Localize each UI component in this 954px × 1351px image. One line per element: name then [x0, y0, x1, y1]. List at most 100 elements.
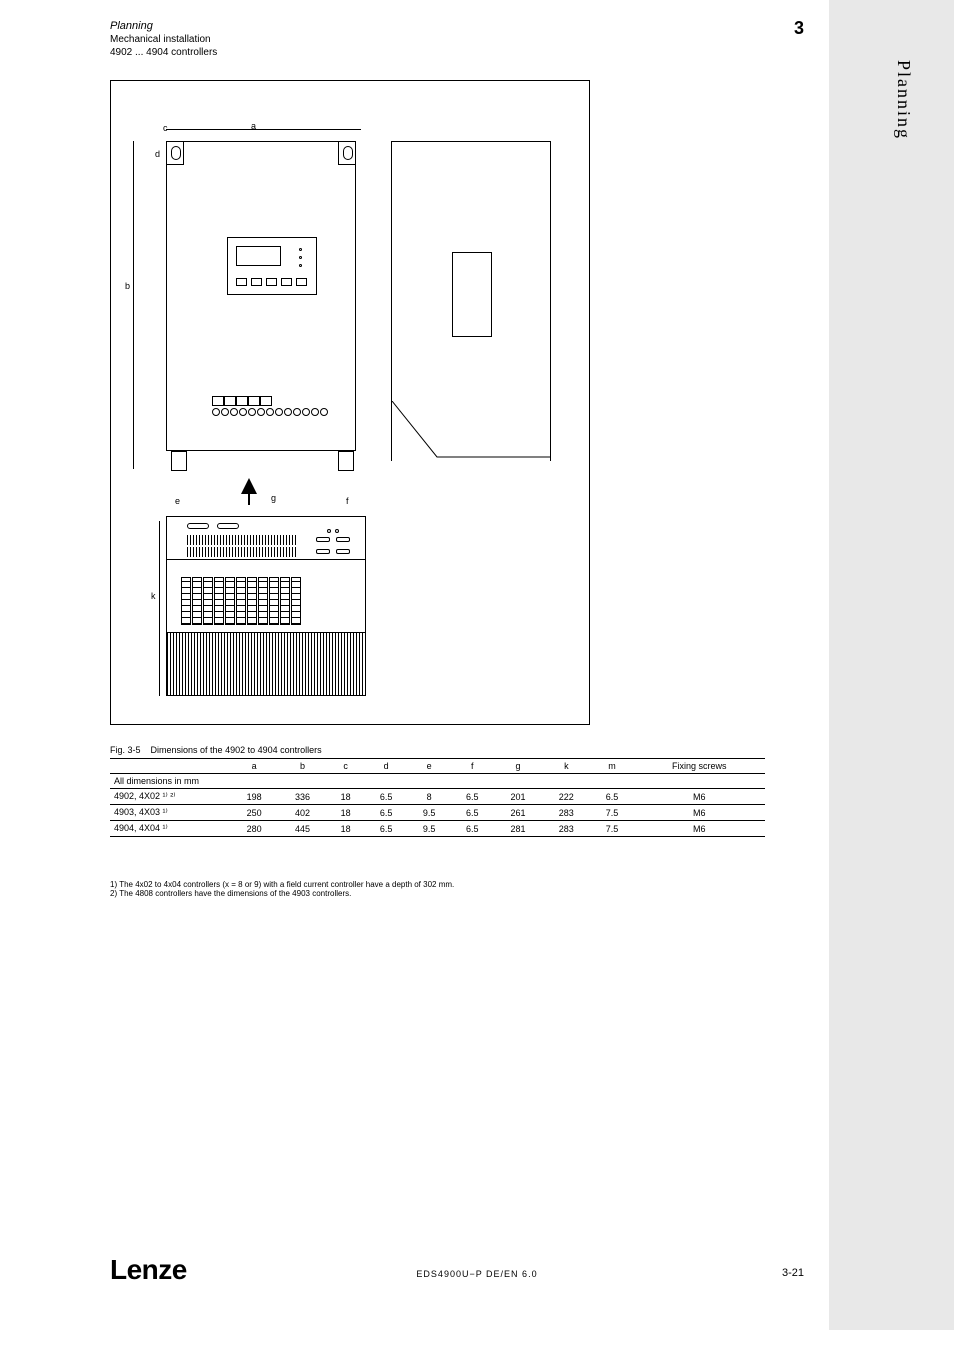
mount-slot	[343, 146, 353, 160]
col-header: f	[451, 759, 494, 774]
vent-slots	[187, 523, 239, 529]
dim-label-f: f	[346, 496, 349, 506]
table-row: 4904, 4X04 ¹⁾ 280 445 18 6.5 9.5 6.5 281…	[110, 821, 765, 837]
dimension-table-wrapper: Fig. 3-5 Dimensions of the 4902 to 4904 …	[110, 745, 765, 837]
cell	[278, 774, 326, 789]
col-header: c	[327, 759, 365, 774]
cell: 283	[542, 805, 590, 821]
caption-text: Dimensions of the 4902 to 4904 controlle…	[151, 745, 322, 755]
heatsink-fins	[171, 577, 361, 625]
keypad-button	[236, 278, 247, 286]
terminal-block	[212, 396, 367, 420]
cell	[634, 774, 765, 789]
col-header: b	[278, 759, 326, 774]
led-icon	[299, 248, 302, 251]
cell: 18	[327, 821, 365, 837]
cell	[408, 774, 451, 789]
cell: 4903, 4X03 ¹⁾	[110, 805, 230, 821]
table-caption: Fig. 3-5 Dimensions of the 4902 to 4904 …	[110, 745, 765, 755]
table-unit-row: All dimensions in mm	[110, 774, 765, 789]
cell: 445	[278, 821, 326, 837]
sidebar-background	[829, 0, 954, 1330]
dim-label-e: e	[175, 496, 180, 506]
controller-body	[166, 141, 356, 451]
vent-slots	[316, 537, 350, 542]
dim-line-a	[166, 129, 361, 130]
diagram-frame: a b c d e f g k	[110, 80, 590, 725]
cell: 280	[230, 821, 278, 837]
table-row: 4902, 4X02 ¹⁾ ²⁾ 198 336 18 6.5 8 6.5 20…	[110, 789, 765, 805]
fine-fins	[167, 632, 365, 695]
cell: 8	[408, 789, 451, 805]
keypad-button	[296, 278, 307, 286]
page-header: Planning Mechanical installation 4902 ..…	[110, 20, 814, 58]
display-panel	[227, 237, 317, 295]
lcd-screen	[236, 246, 281, 266]
led-icon	[299, 256, 302, 259]
cell: 18	[327, 805, 365, 821]
header-line1: Mechanical installation	[110, 34, 814, 45]
cell	[327, 774, 365, 789]
arrow-stem	[248, 491, 250, 505]
mount-foot	[338, 451, 354, 471]
top-view	[166, 516, 366, 696]
doc-code: EDS4900U−P DE/EN 6.0	[416, 1269, 537, 1279]
cell: 6.5	[451, 821, 494, 837]
front-view	[136, 141, 356, 471]
footnotes: 1) The 4x02 to 4x04 controllers (x = 8 o…	[110, 880, 454, 898]
cell: 6.5	[451, 789, 494, 805]
cell: 7.5	[591, 821, 634, 837]
cell: 7.5	[591, 805, 634, 821]
cell: All dimensions in mm	[110, 774, 230, 789]
side-window	[452, 252, 492, 337]
dim-label-a: a	[251, 121, 256, 131]
cell: 281	[494, 821, 542, 837]
cell	[542, 774, 590, 789]
hatch-strip	[187, 547, 297, 557]
col-header: e	[408, 759, 451, 774]
dim-label-b: b	[125, 281, 130, 291]
screw-icon	[323, 525, 339, 536]
cell: 6.5	[451, 805, 494, 821]
divider-line	[167, 559, 365, 560]
cell: 6.5	[365, 805, 408, 821]
cell: 18	[327, 789, 365, 805]
cell: M6	[634, 789, 765, 805]
mount-slot	[171, 146, 181, 160]
header-title: Planning	[110, 20, 814, 32]
mount-ear	[166, 141, 184, 165]
led-icon	[299, 264, 302, 267]
mount-ear	[338, 141, 356, 165]
side-chamfer	[392, 401, 550, 461]
dim-line-k	[159, 521, 160, 696]
sidebar-label: Planning	[893, 60, 914, 140]
keypad-button	[251, 278, 262, 286]
col-header: Fixing screws	[634, 759, 765, 774]
cell: M6	[634, 821, 765, 837]
cell: 6.5	[365, 821, 408, 837]
dim-label-c: c	[163, 123, 168, 133]
cell: 261	[494, 805, 542, 821]
cell: 4902, 4X02 ¹⁾ ²⁾	[110, 789, 230, 805]
brand-logo: Lenze	[110, 1254, 187, 1286]
cell: 198	[230, 789, 278, 805]
cell: 4904, 4X04 ¹⁾	[110, 821, 230, 837]
dim-label-g: g	[271, 493, 276, 503]
cell: 9.5	[408, 805, 451, 821]
cell: 283	[542, 821, 590, 837]
cell	[494, 774, 542, 789]
cell: 6.5	[365, 789, 408, 805]
col-header: d	[365, 759, 408, 774]
col-header: k	[542, 759, 590, 774]
terminal-row	[212, 396, 272, 406]
dimension-table: a b c d e f g k m Fixing screws All dime…	[110, 758, 765, 837]
cell	[230, 774, 278, 789]
cell: 222	[542, 789, 590, 805]
cell: 250	[230, 805, 278, 821]
cell	[365, 774, 408, 789]
cell: 6.5	[591, 789, 634, 805]
cell: 402	[278, 805, 326, 821]
page-number: 3-21	[782, 1267, 804, 1279]
keypad-button	[266, 278, 277, 286]
cell: 9.5	[408, 821, 451, 837]
